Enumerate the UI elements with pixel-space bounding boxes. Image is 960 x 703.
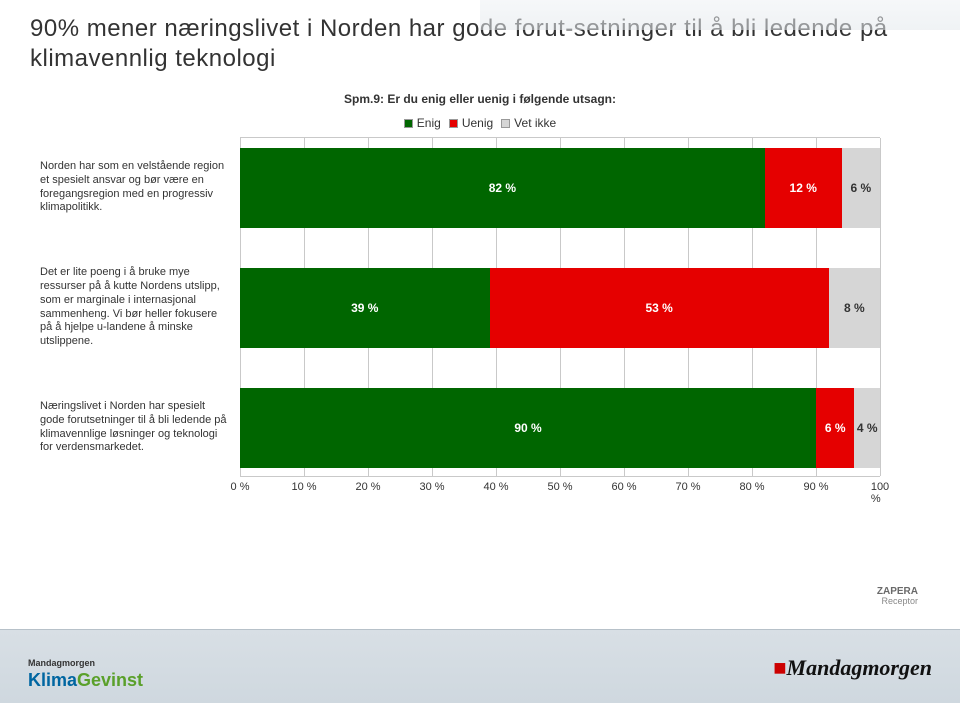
chart: Norden har som en velstående region et s… — [40, 137, 920, 501]
footer: Mandagmorgen KlimaGevinst ■Mandagmorgen — [0, 623, 960, 703]
logo-mandagmorgen: ■Mandagmorgen — [773, 655, 932, 681]
bar-segment: 4 % — [854, 388, 880, 468]
logo-left-small: Mandagmorgen — [28, 658, 143, 668]
chart-legend: Enig Uenig Vet ikke — [30, 116, 930, 131]
bar-segment: 8 % — [829, 268, 880, 348]
legend-label: Enig — [417, 116, 441, 130]
x-tick-label: 40 % — [483, 481, 508, 493]
logo-left-part1: Klima — [28, 670, 77, 690]
x-tick-label: 100 % — [871, 481, 889, 505]
row-label: Norden har som en velstående region et s… — [40, 160, 230, 215]
attribution-logo: ZAPERA Receptor — [877, 586, 918, 607]
stacked-bar: 90 %6 %4 % — [240, 388, 880, 468]
bar-segment: 6 % — [842, 148, 880, 228]
gridline — [880, 138, 881, 476]
logo-right-text: Mandagmorgen — [787, 655, 932, 680]
legend-label: Vet ikke — [514, 116, 556, 130]
logo-klimagevinst: Mandagmorgen KlimaGevinst — [28, 658, 143, 691]
row-label: Næringslivet i Norden har spesielt gode … — [40, 400, 230, 455]
bar-segment: 39 % — [240, 268, 490, 348]
x-tick-label: 20 % — [355, 481, 380, 493]
bar-segment: 12 % — [765, 148, 842, 228]
legend-item: Enig — [404, 116, 441, 130]
x-tick-label: 30 % — [419, 481, 444, 493]
bar-segment: 53 % — [490, 268, 829, 348]
chart-row: Det er lite poeng i å bruke mye ressurse… — [240, 268, 880, 348]
stacked-bar: 82 %12 %6 % — [240, 148, 880, 228]
chart-row: Norden har som en velstående region et s… — [240, 148, 880, 228]
logo-left-main: KlimaGevinst — [28, 670, 143, 691]
logo-left-part2: Gevinst — [77, 670, 143, 690]
legend-swatch — [449, 119, 458, 128]
x-tick-label: 10 % — [291, 481, 316, 493]
question-subtitle: Spm.9: Er du enig eller uenig i følgende… — [30, 92, 930, 106]
bar-segment: 6 % — [816, 388, 854, 468]
chart-x-axis: 0 %10 %20 %30 %40 %50 %60 %70 %80 %90 %1… — [240, 477, 880, 501]
header-gradient-strip — [480, 0, 960, 30]
legend-item: Vet ikke — [501, 116, 556, 130]
x-tick-label: 80 % — [739, 481, 764, 493]
chart-row: Næringslivet i Norden har spesielt gode … — [240, 388, 880, 468]
x-tick-label: 0 % — [231, 481, 250, 493]
attribution-sub: Receptor — [877, 597, 918, 607]
row-label: Det er lite poeng i å bruke mye ressurse… — [40, 266, 230, 349]
x-tick-label: 70 % — [675, 481, 700, 493]
bar-segment: 82 % — [240, 148, 765, 228]
x-tick-label: 60 % — [611, 481, 636, 493]
x-tick-label: 90 % — [803, 481, 828, 493]
bar-segment: 90 % — [240, 388, 816, 468]
legend-item: Uenig — [449, 116, 493, 130]
legend-label: Uenig — [462, 116, 493, 130]
legend-swatch — [404, 119, 413, 128]
x-tick-label: 50 % — [547, 481, 572, 493]
legend-swatch — [501, 119, 510, 128]
chart-plot-area: Norden har som en velstående region et s… — [240, 137, 880, 477]
stacked-bar: 39 %53 %8 % — [240, 268, 880, 348]
logo-right-bullet: ■ — [773, 655, 786, 680]
